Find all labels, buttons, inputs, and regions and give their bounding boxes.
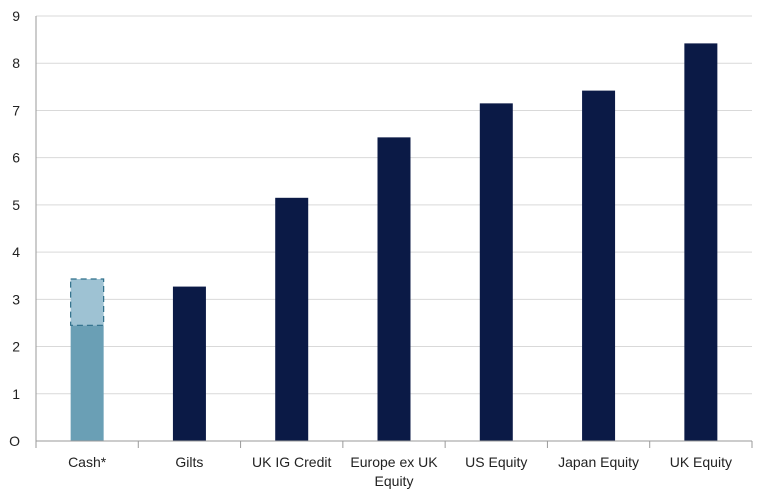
y-tick-label: 3 xyxy=(12,291,20,307)
x-category-label: Gilts xyxy=(175,454,203,470)
bar xyxy=(377,137,411,441)
bar xyxy=(172,286,206,441)
y-tick-label: 4 xyxy=(12,244,20,260)
bar xyxy=(582,90,616,441)
y-tick-label: 2 xyxy=(12,339,20,355)
y-tick-label: 7 xyxy=(12,102,20,118)
bar xyxy=(275,197,309,441)
x-category-label-line: Gilts xyxy=(175,454,203,470)
x-category-label: UK IG Credit xyxy=(252,454,331,470)
y-axis-tick-labels: O 1 2 3 4 5 6 7 8 9 xyxy=(9,8,20,449)
x-category-label-line: UK IG Credit xyxy=(252,454,331,470)
x-category-label-line: US Equity xyxy=(465,454,527,470)
x-category-label-line: Equity xyxy=(375,473,414,489)
x-category-label: Europe ex UK Equity xyxy=(350,454,438,489)
x-category-label-line: Cash* xyxy=(68,454,107,470)
bar-cash xyxy=(70,325,104,441)
y-tick-label: 5 xyxy=(12,197,20,213)
bar xyxy=(479,103,513,441)
bar-cash-range xyxy=(70,278,105,326)
x-category-label: US Equity xyxy=(465,454,527,470)
x-category-label: Japan Equity xyxy=(558,454,639,470)
y-tick-label: 6 xyxy=(12,150,20,166)
bar xyxy=(684,43,718,442)
y-tick-label: 8 xyxy=(12,55,20,71)
bars xyxy=(70,43,718,442)
x-category-label-line: Europe ex UK xyxy=(350,454,438,470)
x-axis-category-labels: Cash* Gilts UK IG Credit Europe ex UK Equity… xyxy=(68,454,732,489)
y-tick-label: 9 xyxy=(12,8,20,24)
x-category-label-line: UK Equity xyxy=(670,454,732,470)
x-category-label: Cash* xyxy=(68,454,107,470)
x-category-label-line: Japan Equity xyxy=(558,454,639,470)
x-axis xyxy=(35,16,753,448)
y-tick-label: 1 xyxy=(12,386,20,402)
y-tick-label: O xyxy=(9,433,20,449)
x-category-label: UK Equity xyxy=(670,454,732,470)
